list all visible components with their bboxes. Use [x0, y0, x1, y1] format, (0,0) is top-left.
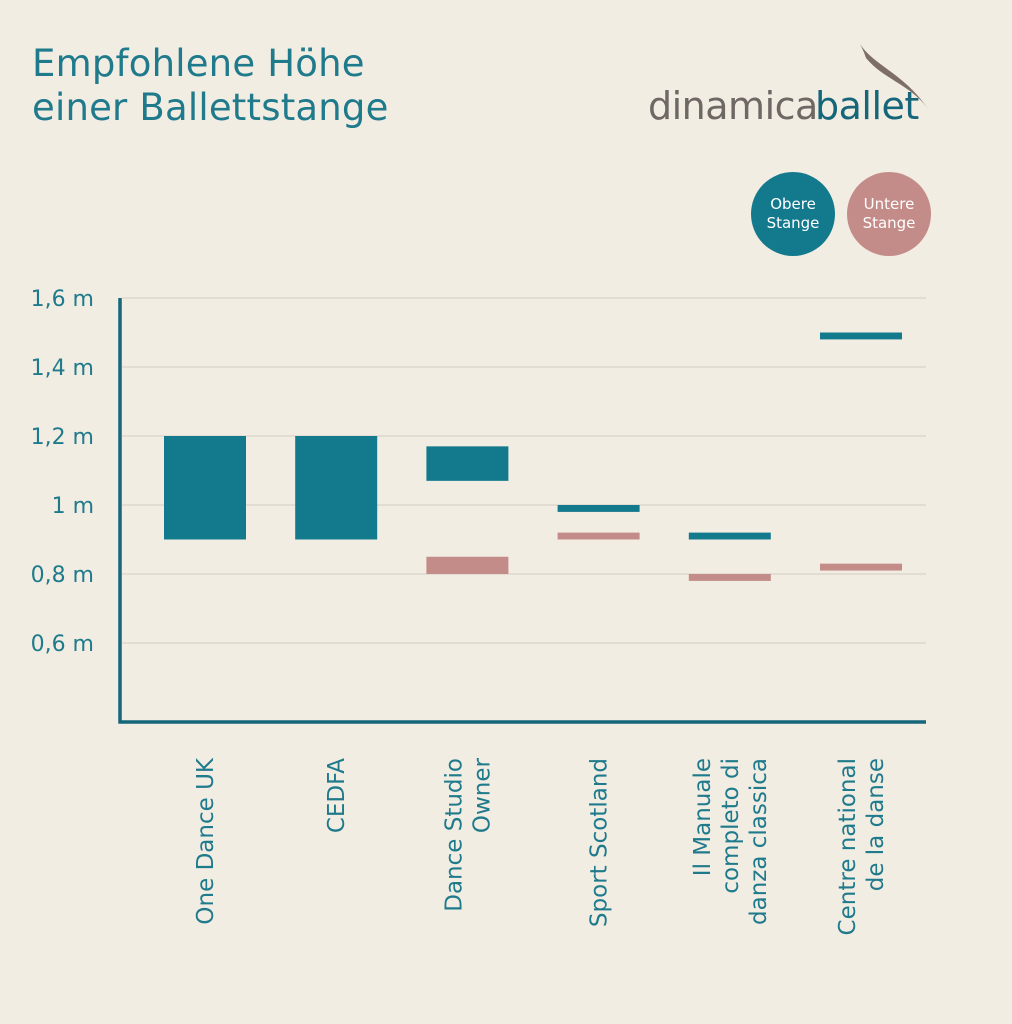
- x-category-label-line: danza classica: [746, 758, 772, 925]
- legend-lower-bar: Untere Stange: [847, 172, 931, 256]
- bar-untere-stange: [557, 532, 640, 540]
- x-category-label-line: Sport Scotland: [587, 758, 613, 927]
- dinamica-ballet-logo: dinamica ballet: [648, 40, 938, 135]
- chart-title-line1: Empfohlene Höhe: [32, 42, 365, 85]
- y-tick-label: 1,6 m: [31, 287, 94, 312]
- bar-untere-stange: [820, 563, 902, 571]
- x-category-label: Sport Scotland: [587, 758, 613, 927]
- x-category-label: Dance StudioOwner: [441, 757, 495, 911]
- chart-title: Empfohlene Höhe einer Ballettstange: [32, 42, 389, 130]
- x-category-label-line: Centre national: [835, 758, 861, 935]
- y-tick-label: 1 m: [52, 494, 94, 519]
- x-category-label: Centre nationalde la danse: [835, 758, 889, 935]
- x-category-label-line: Owner: [469, 757, 495, 833]
- x-category-label-line: Il Manuale: [690, 758, 716, 876]
- logo-word-ballet: ballet: [815, 84, 919, 128]
- bar-obere-stange: [426, 446, 509, 481]
- legend-upper-label: Obere Stange: [766, 195, 820, 232]
- legend-upper-bar: Obere Stange: [751, 172, 835, 256]
- bar-untere-stange: [426, 556, 509, 574]
- x-category-label-line: One Dance UK: [193, 757, 219, 924]
- y-tick-label: 0,6 m: [31, 632, 94, 657]
- bar-obere-stange: [295, 436, 378, 540]
- y-tick-label: 0,8 m: [31, 563, 94, 588]
- bar-obere-stange: [688, 532, 771, 540]
- swoosh-icon: [860, 44, 930, 112]
- bar-untere-stange: [688, 574, 771, 581]
- x-category-label-line: de la danse: [863, 758, 889, 891]
- x-category-label: One Dance UK: [193, 757, 219, 924]
- x-category-label-line: CEDFA: [324, 758, 350, 833]
- x-category-label: Il Manualecompleto didanza classica: [690, 758, 772, 925]
- bar-obere-stange: [820, 332, 902, 340]
- legend-lower-label: Untere Stange: [862, 195, 916, 232]
- x-category-label-line: Dance Studio: [441, 758, 467, 912]
- logo-word-dinamica: dinamica: [648, 84, 818, 128]
- x-category-label: CEDFA: [324, 758, 350, 833]
- bar-obere-stange: [164, 436, 246, 540]
- y-tick-label: 1,2 m: [31, 425, 94, 450]
- chart-title-line2: einer Ballettstange: [32, 86, 389, 129]
- y-tick-label: 1,4 m: [31, 356, 94, 381]
- bar-obere-stange: [557, 505, 640, 512]
- x-category-label-line: completo di: [718, 758, 744, 894]
